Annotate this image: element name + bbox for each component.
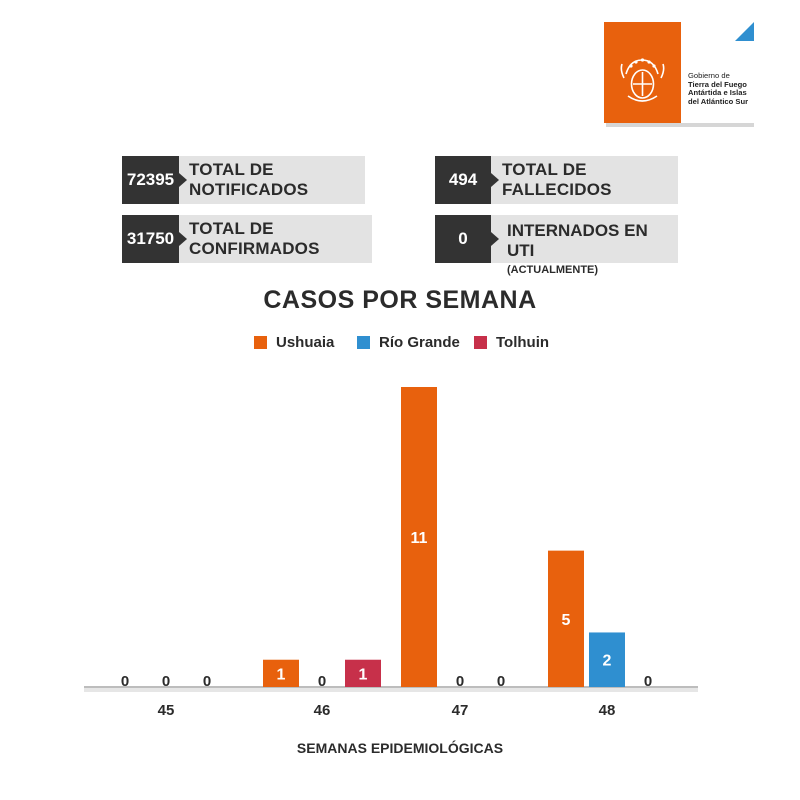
- data-label-rio-grande-week-48: 2: [603, 653, 612, 670]
- logo-emblem-box: [604, 22, 681, 123]
- legend-label-ushuaia: Ushuaia: [276, 333, 335, 351]
- logo-text: Gobierno de Tierra del Fuego Antártida e…: [688, 71, 749, 106]
- corner-triangle-decoration: [735, 22, 754, 41]
- coat-of-arms-icon: [620, 58, 665, 102]
- stat-uti-label-block: INTERNADOS EN UTI (ACTUALMENTE): [507, 221, 678, 276]
- stat-arrow: [491, 232, 499, 246]
- data-label-tolhuin-week-45: 0: [203, 673, 211, 690]
- x-tick-label-45: 45: [158, 702, 175, 719]
- stat-confirmados-value: 31750: [122, 215, 179, 263]
- data-label-ushuaia-week-45: 0: [121, 673, 129, 690]
- bar-ushuaia-week-47: [401, 387, 437, 687]
- stat-fallecidos-value: 494: [435, 156, 491, 204]
- logo-line-4: del Atlántico Sur: [688, 96, 749, 106]
- chart-title: CASOS POR SEMANA: [263, 286, 537, 314]
- bar-rio-grande-week-48: [589, 632, 625, 687]
- legend-label-tolhuin: Tolhuin: [496, 333, 550, 351]
- legend-item-tolhuin: Tolhuin: [474, 332, 549, 352]
- legend-item-ushuaia: Ushuaia: [254, 332, 334, 352]
- government-logo: Gobierno de Tierra del Fuego Antártida e…: [604, 22, 754, 127]
- bar-tolhuin-week-46: [345, 659, 381, 687]
- x-tick-label-48: 48: [599, 702, 616, 719]
- bar-ushuaia-week-48: [548, 550, 584, 687]
- legend-swatch-ushuaia: [254, 335, 267, 349]
- stat-uti-value: 0: [435, 215, 491, 263]
- stat-uti-label: INTERNADOS EN UTI: [507, 221, 648, 260]
- logo-line-3: Antártida e Islas: [688, 88, 747, 98]
- legend-swatch-rio-grande: [357, 335, 370, 349]
- data-label-ushuaia-week-47: 11: [411, 530, 428, 547]
- data-label-tolhuin-week-46: 1: [359, 666, 368, 683]
- x-tick-label-46: 46: [314, 702, 331, 719]
- legend-item-rio-grande: Río Grande: [357, 332, 460, 352]
- logo-shadow: [606, 123, 754, 127]
- stat-fallecidos: 494 TOTAL DE FALLECIDOS: [435, 156, 678, 204]
- x-axis-title: SEMANAS EPIDEMIOLÓGICAS: [296, 740, 504, 756]
- stat-fallecidos-label: TOTAL DE FALLECIDOS: [502, 160, 612, 199]
- logo-line-1: Gobierno de: [688, 71, 730, 80]
- logo-line-2: Tierra del Fuego: [688, 79, 747, 89]
- stat-confirmados-label: TOTAL DE CONFIRMADOS: [189, 219, 320, 258]
- data-label-ushuaia-week-48: 5: [562, 612, 571, 629]
- data-label-rio-grande-week-47: 0: [456, 673, 464, 690]
- data-label-rio-grande-week-46: 0: [318, 673, 326, 690]
- x-axis-shadow: [84, 688, 698, 692]
- legend-swatch-tolhuin: [474, 335, 487, 349]
- legend-label-rio-grande: Río Grande: [379, 333, 460, 351]
- stat-notificados-value: 72395: [122, 156, 179, 204]
- data-label-tolhuin-week-47: 0: [497, 673, 505, 690]
- x-tick-label-47: 47: [452, 702, 469, 719]
- stat-arrow: [179, 232, 187, 246]
- stat-notificados-label: TOTAL DE NOTIFICADOS: [189, 160, 309, 199]
- stat-confirmados: 31750 TOTAL DE CONFIRMADOS: [122, 215, 372, 263]
- bar-ushuaia-week-46: [263, 659, 299, 687]
- data-label-ushuaia-week-46: 1: [277, 666, 286, 683]
- stat-arrow: [179, 173, 187, 187]
- data-label-tolhuin-week-48: 0: [644, 673, 652, 690]
- stat-uti: 0 INTERNADOS EN UTI (ACTUALMENTE): [435, 215, 678, 276]
- data-label-rio-grande-week-45: 0: [162, 673, 170, 690]
- stat-arrow: [491, 173, 499, 187]
- stat-uti-sublabel: (ACTUALMENTE): [507, 264, 599, 276]
- stat-notificados: 72395 TOTAL DE NOTIFICADOS: [122, 156, 365, 204]
